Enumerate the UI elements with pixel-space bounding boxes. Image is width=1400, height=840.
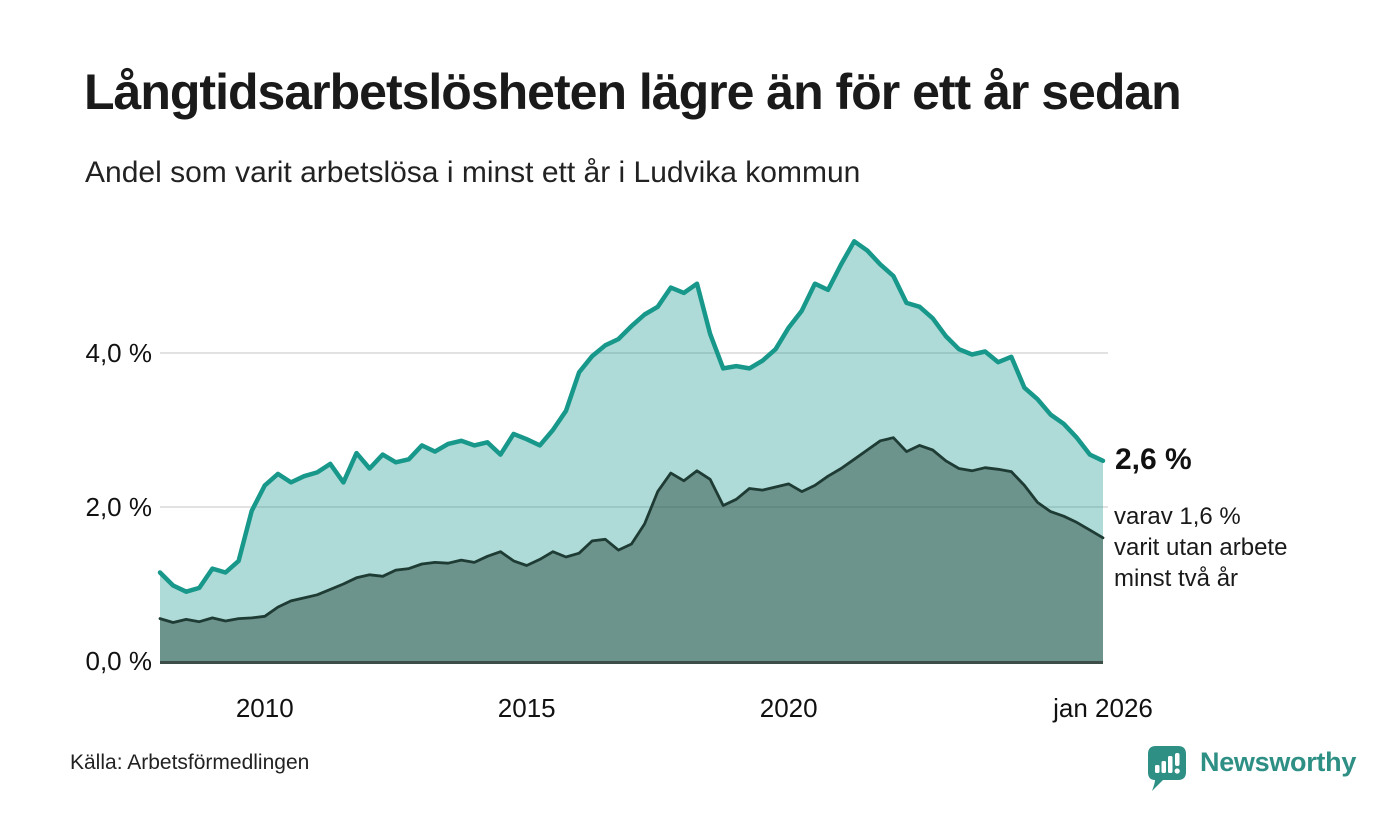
y-tick-label-4: 4,0 % xyxy=(85,338,153,368)
line-total-unemployed xyxy=(157,239,1106,594)
x-tick-label-2020: 2020 xyxy=(759,693,818,723)
area-total-unemployed xyxy=(160,241,1103,662)
newsworthy-bubble-chart-icon xyxy=(1148,746,1186,791)
newsworthy-wordmark: Newsworthy xyxy=(1200,747,1357,777)
y-tick-label-0: 0,0 % xyxy=(85,646,153,676)
x-tick-label-2010: 2010 xyxy=(235,693,294,723)
area-two-years-unemployed xyxy=(160,437,1103,661)
source-note: Källa: Arbetsförmedlingen xyxy=(70,751,310,774)
line-two-years-unemployed xyxy=(158,436,1105,624)
x-tick-label-2026: jan 2026 xyxy=(1053,693,1153,723)
end-value-detail: varav 1,6 % varit utan arbete minst två … xyxy=(1114,503,1288,592)
page-title: Långtidsarbetslösheten lägre än för ett … xyxy=(84,64,1182,120)
newsworthy-logo: Newsworthy xyxy=(1146,744,1356,796)
x-tick-label-2015: 2015 xyxy=(497,693,556,723)
end-value-label: 2,6 % xyxy=(1115,443,1192,476)
page-subtitle: Andel som varit arbetslösa i minst ett å… xyxy=(85,156,861,189)
y-tick-label-2: 2,0 % xyxy=(85,492,153,522)
